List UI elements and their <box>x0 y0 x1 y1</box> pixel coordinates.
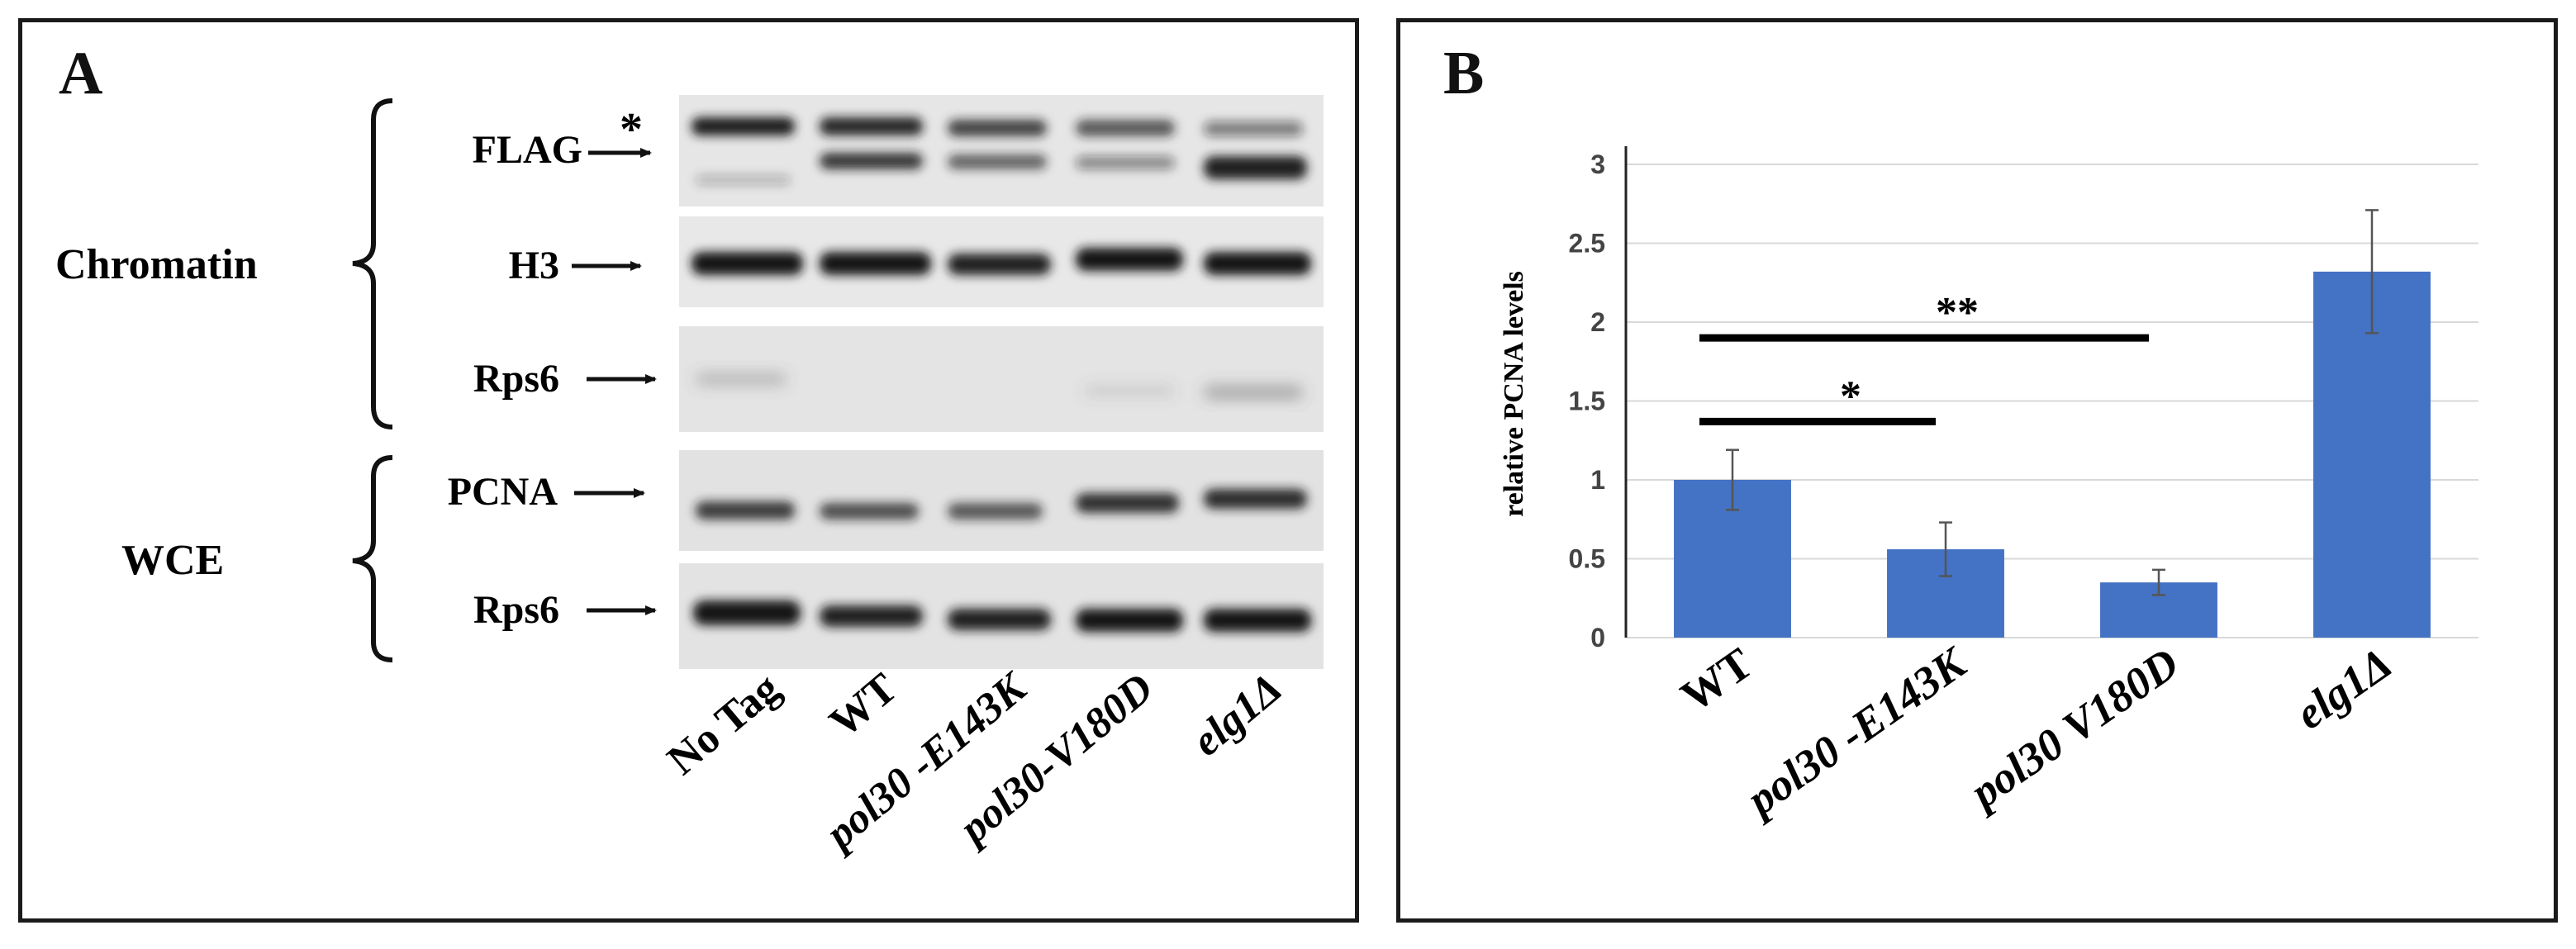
blot-rps6-chromatin <box>679 326 1324 432</box>
western-blot-figure: Chromatin WCE <box>55 95 1324 860</box>
blot-flag <box>679 95 1324 206</box>
panel-a: A Chromatin WCE <box>18 18 1359 923</box>
wce-label: WCE <box>121 537 224 584</box>
error-bar <box>2365 209 2379 335</box>
y-ticks: 0 0.5 1 1.5 2 2.5 3 <box>1569 149 1605 652</box>
blot-pcna <box>679 450 1324 551</box>
lane-label-wt: WT <box>821 665 906 747</box>
blot-h3 <box>679 216 1324 307</box>
x-tick-label: pol30 V180D <box>1959 638 2188 819</box>
y-tick-label: 2 <box>1590 307 1605 337</box>
panel-b-letter: B <box>1443 40 1485 107</box>
blot-rps6-wce <box>679 563 1324 669</box>
blot-label-pcna: PCNA <box>448 470 558 514</box>
error-bar <box>1726 448 1739 511</box>
y-tick-label: 1.5 <box>1569 387 1605 416</box>
panel-a-letter: A <box>59 40 103 107</box>
significance-label: ** <box>1936 289 1979 336</box>
pcna-bar-chart: 00.511.522.53 relative PCNA levels *** W… <box>1499 146 2479 827</box>
blot-label-rps6-chromatin: Rps6 <box>473 357 559 401</box>
x-tick-label: WT <box>1672 638 1761 722</box>
significance-bracket: ** <box>1699 289 2149 342</box>
chromatin-bracket <box>352 98 393 429</box>
significance-bracket: * <box>1699 372 1936 425</box>
x-tick-label: elg1Δ <box>2287 638 2401 739</box>
y-tick-label: 2.5 <box>1569 229 1605 259</box>
blot-label-rps6-wce: Rps6 <box>473 588 559 632</box>
y-tick-label: 0 <box>1590 623 1605 652</box>
y-tick-label: 0.5 <box>1569 544 1605 574</box>
wce-bracket <box>352 455 393 662</box>
lane-label-no-tag: No Tag <box>658 665 788 785</box>
error-bar <box>2152 568 2165 596</box>
y-tick-label: 3 <box>1590 149 1605 179</box>
blot-label-h3: H3 <box>509 244 559 287</box>
significance-markers: *** <box>1699 289 2149 425</box>
y-axis-label: relative PCNA levels <box>1499 271 1529 517</box>
panel-b: B 0 0.5 1 1.5 2 2.5 3 relative PCNA levels ** *… <box>1396 18 2558 923</box>
y-tick-label: 1 <box>1590 465 1605 495</box>
lane-label-elg1-delta: elg1Δ <box>1184 665 1291 766</box>
chromatin-label: Chromatin <box>55 241 258 288</box>
significance-label: * <box>1840 372 1861 420</box>
bars <box>1674 271 2431 638</box>
error-bars <box>1726 209 2379 596</box>
blot-label-flag: FLAG <box>473 128 582 172</box>
x-tick-label: pol30 -E143K <box>1735 636 1977 826</box>
error-bar <box>1939 521 1952 577</box>
flag-nonspecific-star: * <box>620 104 643 155</box>
